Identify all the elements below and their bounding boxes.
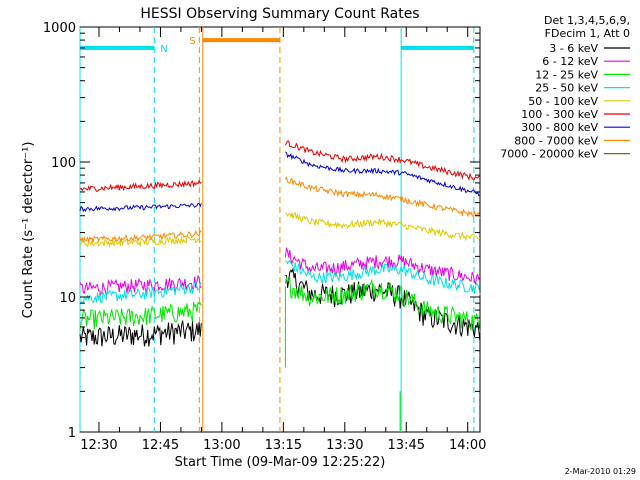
series-line-post [284, 277, 481, 333]
series-line-post [285, 260, 481, 295]
legend-label: 12 - 25 keV [535, 68, 598, 81]
x-axis: 12:30 12:45 13:00 13:15 13:30 13:45 14:00 [80, 27, 486, 453]
y-axis-label: Count Rate (s⁻¹ detector⁻¹) [21, 142, 36, 319]
series-line-pre [79, 301, 202, 331]
chart-title: HESSI Observing Summary Count Rates [140, 6, 419, 22]
flag-label-s: S [189, 36, 195, 47]
x-tick-label: 14:00 [449, 438, 486, 453]
series-line-pre [79, 274, 202, 296]
series-layer [79, 140, 481, 432]
legend-header-line-2: FDecim 1, Att 0 [545, 27, 630, 40]
x-tick-label: 13:30 [326, 438, 363, 453]
series-line-post [285, 151, 480, 197]
y-tick-label: 1 [68, 426, 76, 441]
legend-label: 50 - 100 keV [528, 95, 598, 108]
x-tick-label: 13:45 [388, 438, 425, 453]
legend: Det 1,3,4,5,6,9, FDecim 1, Att 0 3 - 6 k… [500, 14, 630, 161]
legend-label: 25 - 50 keV [535, 82, 598, 95]
y-tick-label: 100 [51, 156, 76, 171]
y-axis: 1 10 100 1000 [43, 21, 480, 441]
y-tick-label: 1000 [43, 21, 76, 36]
x-tick-label: 13:00 [203, 438, 240, 453]
x-tick-label: 12:30 [80, 438, 117, 453]
legend-label: 7000 - 20000 keV [500, 148, 598, 161]
x-tick-label: 12:45 [142, 438, 179, 453]
series-line-pre [79, 235, 202, 249]
series-line-post [284, 140, 481, 181]
legend-label: 100 - 300 keV [521, 108, 598, 121]
flag-label-n: N [160, 44, 167, 55]
series-line-pre [79, 202, 202, 213]
legend-label: 800 - 7000 keV [514, 134, 598, 147]
series-line-pre [79, 179, 202, 192]
series-line-post [285, 212, 481, 242]
x-axis-label: Start Time (09-Mar-09 12:25:22) [175, 455, 386, 470]
series-line-pre [79, 281, 202, 304]
legend-label: 3 - 6 keV [549, 42, 598, 55]
series-line-post [284, 176, 481, 219]
x-tick-label: 13:15 [265, 438, 302, 453]
series-line-pre [79, 320, 202, 347]
series-line-pre [79, 230, 202, 243]
series-line-post [284, 246, 481, 285]
footer-timestamp: 2-Mar-2010 01:29 [565, 467, 636, 476]
flag-layer: NS [79, 27, 475, 432]
legend-label: 6 - 12 keV [542, 55, 598, 68]
y-tick-label: 10 [59, 291, 76, 306]
legend-header-line-1: Det 1,3,4,5,6,9, [544, 14, 630, 27]
legend-label: 300 - 800 keV [521, 121, 598, 134]
